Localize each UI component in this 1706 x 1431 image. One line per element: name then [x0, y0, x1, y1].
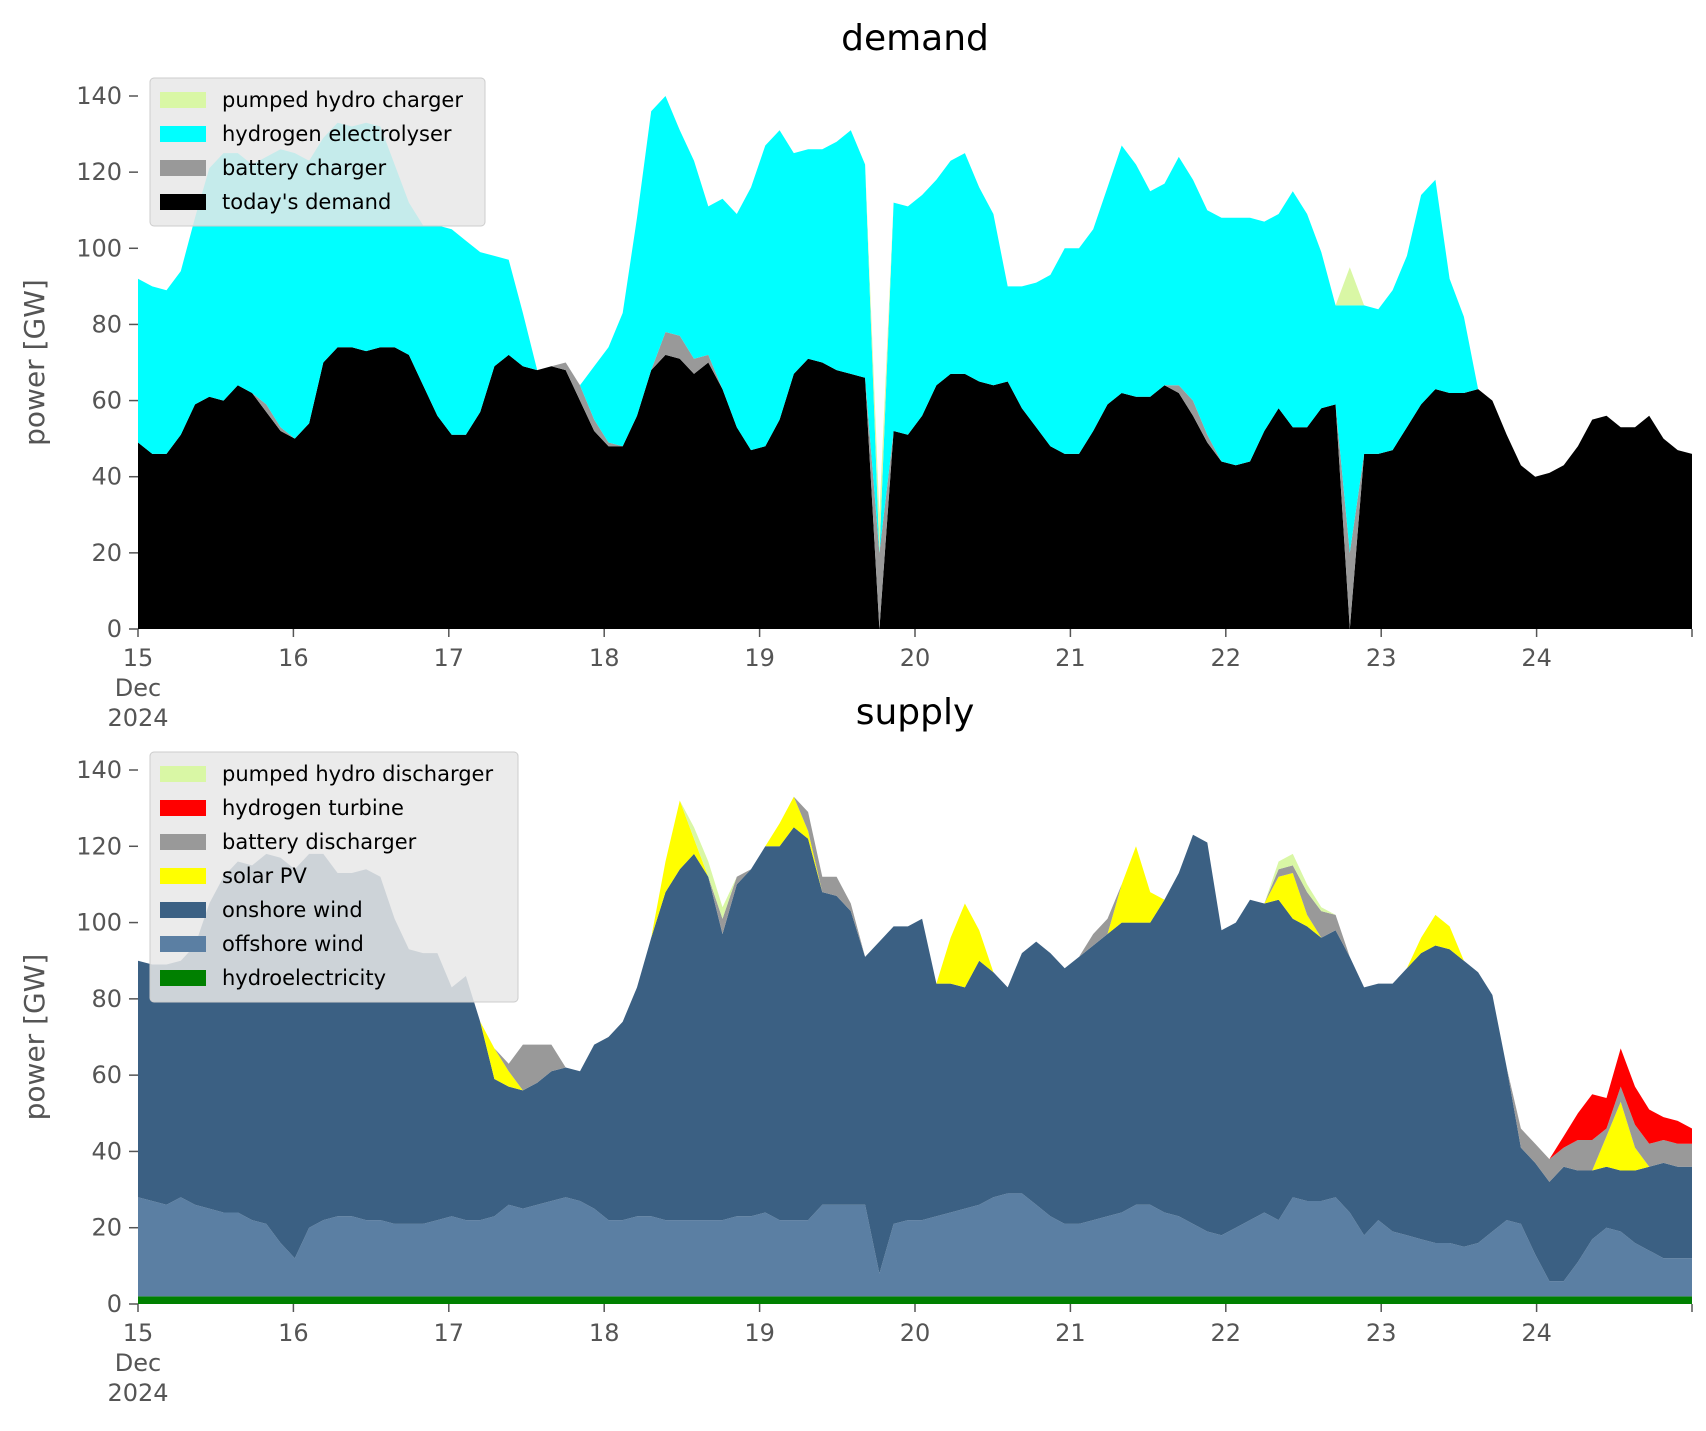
x-tick-label: 18	[589, 644, 620, 672]
legend-swatch-offshore-wind	[160, 936, 206, 952]
x-tick-label: 16	[278, 644, 309, 672]
y-tick-label: 120	[76, 158, 122, 186]
y-tick-label: 60	[91, 387, 122, 415]
legend-box	[149, 751, 519, 1003]
legend-label-hydroelectricity: hydroelectricity	[222, 966, 386, 990]
y-tick-label: 0	[107, 1290, 122, 1318]
y-tick-label: 100	[76, 909, 122, 937]
supply-panel: supply 0 20 40 60 80 100 120 140 15 Dec 2024 16 17 18 1…	[18, 692, 1693, 1407]
legend-label-hydrogen-electrolyser: hydrogen electrolyser	[222, 122, 452, 146]
y-tick-label: 40	[91, 1137, 122, 1165]
legend-label-today-s-demand: today's demand	[222, 190, 391, 214]
x-tick-label: 16	[278, 1319, 309, 1347]
legend-swatch-onshore-wind	[160, 902, 206, 918]
chart-title: demand	[841, 18, 989, 59]
y-tick-label: 80	[91, 985, 122, 1013]
legend-swatch-battery-discharger	[160, 834, 206, 850]
legend-swatch-pumped-hydro-charger	[160, 92, 206, 108]
x-tick-label: 18	[589, 1319, 620, 1347]
y-tick-label: 20	[91, 539, 122, 567]
y-tick-label: 140	[76, 756, 122, 784]
legend-label-battery-discharger: battery discharger	[222, 830, 417, 854]
demand-panel: demand 0 20 40 60 80 100 120 140 15 Dec 2024 16 17 18 1…	[18, 18, 1693, 732]
legend-label-pumped-hydro-discharger: pumped hydro discharger	[222, 762, 493, 786]
x-tick-label: 24	[1521, 644, 1552, 672]
area-battery-discharger	[138, 796, 1692, 1182]
legend-swatch-hydrogen-turbine	[160, 800, 206, 816]
area-hydroelectricity	[138, 1296, 1692, 1304]
x-tick-label: 19	[744, 644, 775, 672]
x-tick-label: 15 Dec 2024	[107, 644, 168, 732]
legend-label-battery-charger: battery charger	[222, 156, 387, 180]
y-tick-label: 120	[76, 832, 122, 860]
x-tick-label: 17	[434, 1319, 465, 1347]
y-tick-label: 40	[91, 463, 122, 491]
y-tick-label: 60	[91, 1061, 122, 1089]
legend-swatch-pumped-hydro-discharger	[160, 766, 206, 782]
legend-swatch-solar-pv	[160, 868, 206, 884]
x-tick-label: 24	[1521, 1319, 1552, 1347]
legend-label-offshore-wind: offshore wind	[222, 932, 364, 956]
legend-swatch-hydroelectricity	[160, 970, 206, 986]
legend-label-hydrogen-turbine: hydrogen turbine	[222, 796, 404, 820]
legend-swatch-today-s-demand	[160, 194, 206, 210]
x-tick-label: 17	[434, 644, 465, 672]
x-tick-label: 23	[1366, 644, 1397, 672]
y-axis-label: power [GW]	[18, 279, 51, 446]
area-onshore-wind	[138, 827, 1692, 1282]
x-tick-label: 21	[1055, 644, 1086, 672]
legend-label-pumped-hydro-charger: pumped hydro charger	[222, 88, 463, 112]
x-tick-label: 21	[1055, 1319, 1086, 1347]
legend-box	[149, 77, 486, 227]
legend-label-solar-pv: solar PV	[222, 864, 307, 888]
y-tick-label: 140	[76, 82, 122, 110]
y-axis-label: power [GW]	[18, 954, 51, 1121]
y-tick-label: 100	[76, 234, 122, 262]
x-tick-label: 20	[900, 1319, 931, 1347]
area-hydrogen-electrolyser	[138, 96, 1692, 553]
chart-title: supply	[856, 692, 975, 733]
x-tick-label: 23	[1366, 1319, 1397, 1347]
x-tick-label: 19	[744, 1319, 775, 1347]
legend-label-onshore-wind: onshore wind	[222, 898, 363, 922]
x-tick-label: 15 Dec 2024	[107, 1319, 168, 1407]
area-offshore-wind	[138, 1193, 1692, 1297]
x-tick-label: 22	[1211, 644, 1242, 672]
y-tick-label: 0	[107, 615, 122, 643]
area-today-s-demand	[138, 347, 1692, 629]
x-tick-label: 22	[1211, 1319, 1242, 1347]
y-tick-label: 20	[91, 1214, 122, 1242]
legend-swatch-battery-charger	[160, 160, 206, 176]
legend-swatch-hydrogen-electrolyser	[160, 126, 206, 142]
x-tick-label: 20	[900, 644, 931, 672]
y-tick-label: 80	[91, 310, 122, 338]
